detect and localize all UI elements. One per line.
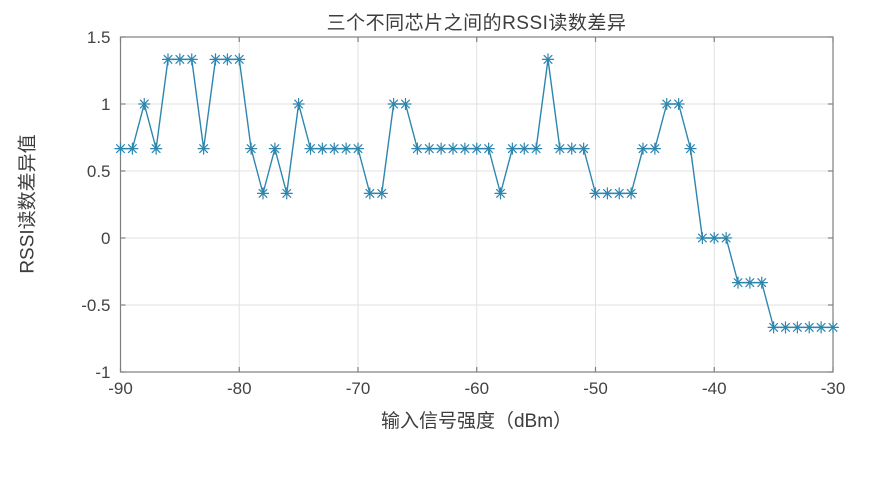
data-marker: [423, 142, 436, 155]
y-tick-label: 0: [101, 229, 110, 248]
data-marker: [684, 142, 697, 155]
data-marker: [826, 321, 840, 334]
data-marker: [173, 53, 186, 66]
x-tick-label: -60: [464, 379, 489, 398]
data-marker: [256, 187, 270, 200]
data-marker: [209, 53, 222, 66]
data-marker: [518, 142, 531, 155]
x-tick-label: -30: [821, 379, 846, 398]
data-marker: [446, 142, 460, 155]
x-tick-label: -70: [346, 379, 371, 398]
data-marker: [541, 53, 555, 66]
y-tick-label: 0.5: [87, 162, 111, 181]
data-marker: [150, 142, 163, 155]
data-marker: [482, 142, 495, 155]
data-marker: [530, 142, 543, 155]
data-marker: [660, 97, 673, 111]
data-marker: [743, 276, 756, 289]
data-marker: [696, 231, 709, 245]
data-marker: [351, 142, 365, 155]
data-marker: [613, 187, 626, 200]
data-marker: [636, 142, 650, 155]
data-marker: [506, 142, 519, 155]
y-tick-label: -0.5: [81, 296, 110, 315]
data-marker: [458, 142, 471, 155]
data-marker: [648, 142, 661, 155]
data-marker: [280, 187, 293, 200]
data-marker: [304, 142, 317, 155]
data-marker: [494, 187, 507, 200]
data-marker: [197, 142, 210, 155]
data-marker: [126, 142, 139, 155]
data-marker: [221, 53, 234, 66]
data-marker: [268, 142, 281, 155]
data-marker: [399, 97, 412, 111]
y-tick-label: -1: [95, 363, 110, 382]
data-marker: [767, 321, 780, 334]
x-tick-label: -80: [227, 379, 252, 398]
data-marker: [363, 187, 376, 200]
data-marker: [245, 142, 258, 155]
data-marker: [316, 142, 329, 155]
data-marker: [340, 142, 353, 155]
data-marker: [387, 97, 400, 111]
data-marker: [577, 142, 590, 155]
data-marker: [470, 142, 483, 155]
x-tick-label: -40: [702, 379, 727, 398]
data-marker: [708, 231, 721, 245]
data-marker: [138, 97, 151, 111]
data-marker: [114, 142, 127, 155]
y-tick-label: 1: [101, 95, 110, 114]
data-marker: [815, 321, 828, 334]
data-marker: [185, 53, 198, 66]
data-marker: [553, 142, 566, 155]
data-marker: [803, 321, 816, 334]
data-marker: [233, 53, 246, 66]
data-marker: [589, 187, 602, 200]
y-tick-label: 1.5: [87, 28, 111, 47]
x-axis-label: 输入信号强度（dBm）: [380, 411, 573, 432]
data-marker: [328, 142, 341, 155]
data-marker: [755, 276, 768, 289]
x-tick-label: -50: [583, 379, 608, 398]
data-marker: [625, 187, 638, 200]
data-marker: [720, 231, 733, 245]
data-marker: [161, 53, 175, 66]
data-marker: [601, 187, 614, 200]
chart-title: 三个不同芯片之间的RSSI读数差异: [326, 13, 627, 34]
data-marker: [375, 187, 388, 200]
data-marker: [731, 276, 745, 289]
data-marker: [411, 142, 424, 155]
data-marker: [672, 97, 685, 111]
data-marker: [791, 321, 804, 334]
data-marker: [435, 142, 448, 155]
x-tick-label: -90: [108, 379, 133, 398]
data-marker: [779, 321, 792, 334]
data-marker: [565, 142, 578, 155]
data-marker: [292, 97, 305, 111]
